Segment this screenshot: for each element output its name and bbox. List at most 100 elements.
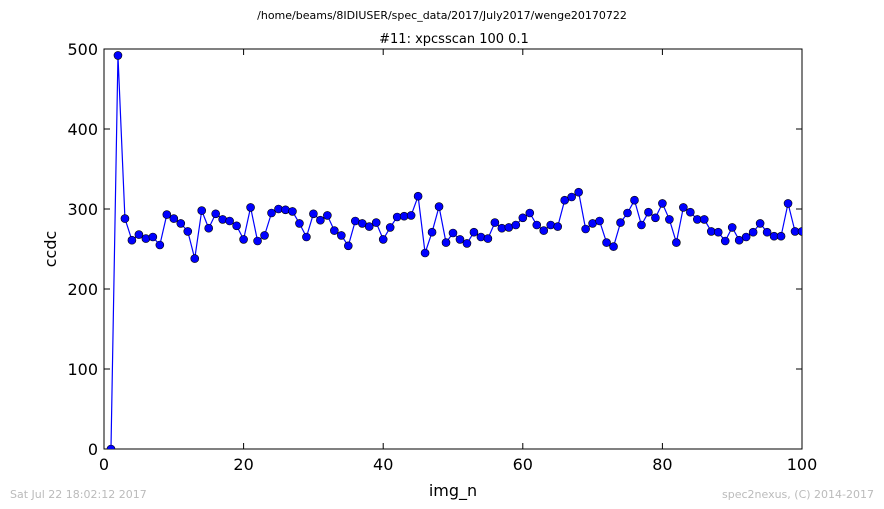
data-point	[162, 210, 172, 219]
chart-title: #11: xpcsscan 100 0.1	[379, 32, 529, 47]
data-point	[476, 232, 486, 242]
data-point	[197, 206, 207, 215]
data-point	[441, 238, 451, 247]
data-point	[699, 215, 709, 224]
data-point	[246, 203, 255, 212]
data-point	[323, 211, 332, 220]
data-point	[190, 254, 200, 263]
data-point	[483, 234, 493, 243]
data-point	[727, 223, 737, 232]
data-point	[260, 231, 269, 240]
x-tick-label: 100	[787, 455, 818, 474]
data-point	[253, 236, 262, 246]
plot-area-frame	[103, 48, 803, 450]
data-point	[518, 213, 528, 223]
data-point	[239, 235, 248, 244]
data-point	[371, 218, 381, 227]
data-point	[734, 235, 744, 245]
series-line	[110, 55, 802, 449]
data-point	[595, 216, 604, 226]
data-point	[720, 236, 730, 246]
data-point	[455, 235, 465, 244]
data-point	[302, 232, 311, 242]
data-point	[581, 224, 590, 234]
data-point	[169, 214, 179, 223]
data-point	[343, 241, 353, 251]
x-tick-label: 40	[373, 455, 393, 474]
x-axis-label: img_n	[429, 481, 477, 501]
data-point	[490, 218, 500, 227]
y-tick-label: 400	[67, 120, 98, 139]
data-point	[553, 222, 563, 231]
data-point	[630, 195, 639, 205]
x-tick-label: 60	[513, 455, 533, 474]
y-tick-label: 300	[67, 200, 98, 219]
data-point	[204, 223, 213, 233]
data-point	[525, 208, 535, 218]
data-point	[797, 227, 802, 236]
data-point	[741, 232, 751, 242]
data-point	[134, 230, 144, 239]
data-point	[330, 226, 339, 235]
data-point	[406, 211, 416, 220]
data-point	[469, 227, 479, 237]
data-point	[364, 222, 374, 231]
data-point	[637, 220, 646, 230]
data-point	[413, 191, 423, 201]
y-tick-label: 500	[67, 40, 98, 59]
data-point	[155, 240, 165, 250]
data-point	[337, 231, 346, 240]
data-point	[783, 199, 793, 208]
data-point	[281, 205, 290, 215]
data-point	[120, 214, 130, 223]
data-point	[267, 208, 276, 218]
data-point	[316, 215, 325, 225]
footer-timestamp: Sat Jul 22 18:02:12 2017	[10, 488, 147, 501]
data-point	[434, 202, 444, 211]
axis-ticks: 0 20 40 60 80 100 0 100 200 300 400 500	[67, 40, 817, 474]
data-point	[539, 226, 549, 235]
data-point	[713, 227, 723, 237]
data-point	[658, 199, 667, 208]
data-point	[106, 444, 116, 449]
data-point	[385, 223, 395, 232]
data-point	[748, 227, 758, 237]
x-tick-label: 80	[652, 455, 672, 474]
data-point	[679, 203, 688, 212]
footer-credit: spec2nexus, (C) 2014-2017	[722, 488, 874, 501]
data-point	[623, 208, 632, 218]
data-point	[560, 195, 569, 205]
data-point	[357, 219, 367, 228]
data-point	[762, 227, 772, 237]
data-point	[616, 218, 625, 227]
data-point	[651, 213, 660, 223]
data-point	[776, 231, 786, 241]
data-point	[127, 235, 137, 245]
data-point	[532, 220, 542, 230]
data-point	[288, 207, 297, 216]
data-point	[609, 242, 618, 251]
data-point	[672, 238, 681, 247]
data-point	[295, 219, 304, 228]
data-point	[686, 207, 695, 217]
data-point	[218, 215, 227, 224]
figure-suptitle: /home/beams/8IDIUSER/spec_data/2017/July…	[257, 9, 627, 22]
data-point	[225, 216, 234, 226]
data-point	[448, 228, 458, 238]
data-point	[176, 219, 186, 228]
data-point	[309, 209, 318, 219]
data-point	[602, 238, 611, 247]
data-point	[567, 192, 576, 202]
data-point	[755, 219, 765, 228]
data-point	[232, 221, 241, 231]
data-point	[183, 227, 193, 236]
data-point	[574, 187, 583, 197]
series-group	[106, 51, 802, 449]
y-tick-label: 0	[88, 440, 98, 459]
data-point	[420, 248, 430, 258]
data-point	[378, 235, 388, 244]
data-point	[462, 239, 472, 248]
data-point	[211, 209, 220, 219]
y-axis-label: ccdc	[41, 231, 60, 268]
